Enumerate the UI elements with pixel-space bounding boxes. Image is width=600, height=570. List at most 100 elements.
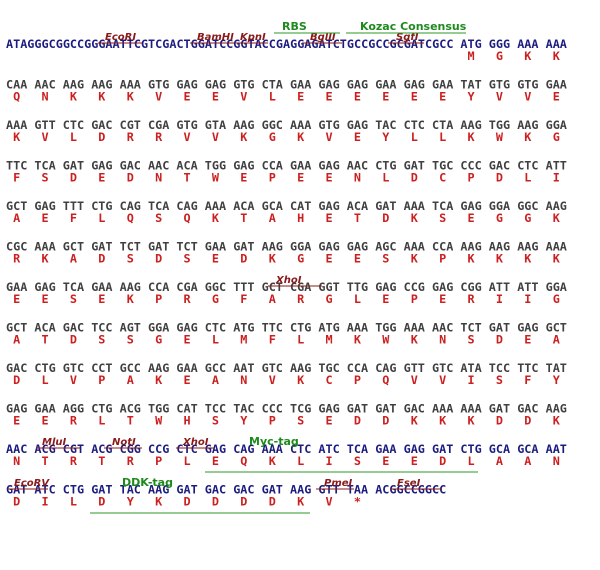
amino-acid: D bbox=[155, 252, 162, 266]
amino-acid: G bbox=[496, 211, 503, 225]
amino-acid: V bbox=[326, 130, 333, 144]
codon: CCG bbox=[148, 442, 169, 456]
amino-acid: S bbox=[184, 252, 191, 266]
amino-acid: L bbox=[70, 130, 77, 144]
amino-acid: Q bbox=[184, 211, 191, 225]
codon: GAG bbox=[176, 321, 197, 335]
amino-acid: E bbox=[297, 90, 304, 104]
amino-acid: E bbox=[411, 90, 418, 104]
amino-acid: H bbox=[297, 211, 304, 225]
amino-acid: E bbox=[184, 90, 191, 104]
codon: ACA bbox=[347, 199, 368, 213]
codon: ATG bbox=[460, 37, 481, 51]
codon: CTG bbox=[290, 321, 311, 335]
codon: GGG bbox=[489, 37, 510, 51]
codon: GAA bbox=[290, 78, 311, 92]
codon: AAA bbox=[404, 240, 425, 254]
codon: GAG bbox=[233, 159, 254, 173]
codon: CTA bbox=[432, 118, 453, 132]
amino-acid: P bbox=[354, 373, 361, 387]
codon: GTA bbox=[205, 118, 226, 132]
codon: AAG bbox=[546, 199, 567, 213]
codon: GGC bbox=[205, 280, 226, 294]
amino-acid: D bbox=[184, 495, 191, 509]
amino-acid: L bbox=[184, 454, 191, 468]
codon: GAG bbox=[347, 78, 368, 92]
codon: GGT bbox=[318, 280, 339, 294]
amino-acid: R bbox=[468, 292, 476, 306]
amino-acid: K bbox=[524, 252, 532, 266]
amino-acid: R bbox=[127, 454, 135, 468]
codon: TCG bbox=[290, 402, 311, 416]
codon: AAG bbox=[63, 78, 84, 92]
amino-acid: F bbox=[269, 333, 276, 347]
codon: CAG bbox=[120, 199, 141, 213]
amino-acid: L bbox=[354, 292, 361, 306]
amino-acid: L bbox=[439, 130, 446, 144]
enzyme-site: KpnI bbox=[240, 32, 266, 43]
amino-acid: A bbox=[553, 333, 560, 347]
codon: GAC bbox=[517, 402, 538, 416]
amino-acid: P bbox=[411, 292, 418, 306]
amino-acid: K bbox=[411, 414, 419, 428]
codon: CAA bbox=[6, 78, 27, 92]
amino-acid: E bbox=[326, 171, 333, 185]
amino-acid: E bbox=[184, 333, 191, 347]
amino-acid: D bbox=[382, 414, 389, 428]
codon: AAG bbox=[517, 118, 538, 132]
codon: GAT bbox=[262, 483, 283, 497]
amino-acid: I bbox=[496, 292, 503, 306]
amino-acid: S bbox=[42, 171, 49, 185]
amino-acid: D bbox=[127, 171, 134, 185]
codon: GAC bbox=[205, 483, 226, 497]
codon: GTG bbox=[233, 78, 254, 92]
codon: CAG bbox=[375, 361, 396, 375]
amino-acid: K bbox=[553, 414, 561, 428]
amino-acid: N bbox=[439, 333, 446, 347]
amino-acid: D bbox=[98, 495, 105, 509]
codon: AAA bbox=[404, 199, 425, 213]
codon: AAA bbox=[546, 37, 567, 51]
amino-acid: K bbox=[524, 130, 532, 144]
enzyme-site: XhoI bbox=[275, 275, 302, 286]
codon: TTT bbox=[63, 199, 84, 213]
amino-acid: D bbox=[70, 333, 77, 347]
codon: TGG bbox=[375, 321, 396, 335]
codon: TAT bbox=[460, 78, 481, 92]
amino-acid: Y bbox=[382, 130, 390, 144]
amino-acid: K bbox=[297, 495, 305, 509]
codon: GGA bbox=[489, 199, 510, 213]
codon: TAC bbox=[120, 483, 141, 497]
amino-acid: R bbox=[70, 414, 78, 428]
amino-acid: R bbox=[297, 292, 305, 306]
codon: TCA bbox=[148, 199, 169, 213]
amino-acid: W bbox=[212, 171, 220, 185]
amino-acid: G bbox=[326, 292, 333, 306]
amino-acid: K bbox=[13, 130, 21, 144]
amino-acid: E bbox=[13, 292, 20, 306]
amino-acid: S bbox=[127, 333, 134, 347]
amino-acid: N bbox=[42, 90, 49, 104]
amino-acid: V bbox=[439, 373, 446, 387]
codon: TCC bbox=[91, 321, 112, 335]
amino-acid: V bbox=[269, 373, 276, 387]
amino-acid: Y bbox=[127, 495, 135, 509]
codon: GAG bbox=[404, 442, 425, 456]
codon: AAG bbox=[148, 483, 169, 497]
codon: GAG bbox=[318, 78, 339, 92]
codon: GTG bbox=[517, 78, 538, 92]
amino-acid: K bbox=[411, 333, 419, 347]
codon: CCC bbox=[262, 402, 283, 416]
codon: AAA bbox=[347, 321, 368, 335]
codon: GAT bbox=[489, 402, 510, 416]
codon: ATG bbox=[233, 321, 254, 335]
codon: AGG bbox=[63, 402, 84, 416]
codon: CTC bbox=[517, 159, 538, 173]
codon: GGC bbox=[517, 199, 538, 213]
codon: GAG bbox=[34, 199, 55, 213]
amino-acid: K bbox=[42, 252, 50, 266]
amino-acid: D bbox=[240, 252, 247, 266]
codon: GCC bbox=[120, 361, 141, 375]
amino-acid: K bbox=[553, 49, 561, 63]
codon: CCT bbox=[91, 361, 112, 375]
